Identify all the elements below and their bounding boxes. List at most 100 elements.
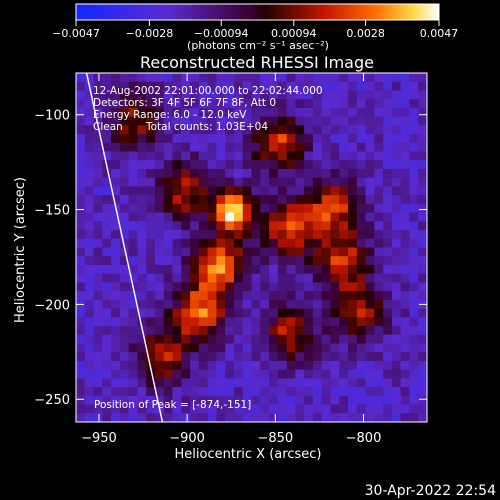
heatmap-cell xyxy=(286,186,296,196)
heatmap-cell xyxy=(172,116,182,126)
heatmap-cell xyxy=(146,326,156,336)
heatmap-cell xyxy=(198,317,209,327)
heatmap-cell xyxy=(119,203,130,214)
heatmap-cell xyxy=(242,282,253,292)
heatmap-cell xyxy=(356,116,367,126)
heatmap-cell xyxy=(339,256,349,266)
heatmap-cell xyxy=(321,291,332,301)
heatmap-cell xyxy=(391,413,402,422)
heatmap-cell xyxy=(93,273,103,283)
heatmap-cell xyxy=(216,387,226,397)
heatmap-cell xyxy=(321,317,332,327)
heatmap-cell xyxy=(374,404,384,414)
heatmap-cell xyxy=(330,369,340,379)
heatmap-cell xyxy=(348,238,358,249)
heatmap-cell xyxy=(154,212,165,222)
heatmap-cell xyxy=(260,264,270,275)
heatmap-cell xyxy=(286,73,296,83)
heatmap-cell xyxy=(137,186,147,196)
heatmap-cell xyxy=(181,308,191,318)
heatmap-cell xyxy=(295,238,305,249)
heatmap-cell xyxy=(277,221,288,231)
heatmap-cell xyxy=(295,168,305,179)
heatmap-cell xyxy=(128,404,139,414)
heatmap-cell xyxy=(172,212,182,222)
heatmap-cell xyxy=(111,264,121,275)
heatmap-cell xyxy=(383,90,393,100)
heatmap-cell xyxy=(365,99,375,109)
heatmap-cell xyxy=(409,195,419,205)
heatmap-cell xyxy=(304,317,314,327)
heatmap-cell xyxy=(277,369,288,379)
heatmap-cell xyxy=(260,334,270,345)
heatmap-cell xyxy=(233,195,244,205)
heatmap-cell xyxy=(304,151,314,161)
heatmap-cell xyxy=(233,81,244,92)
heatmap-cell xyxy=(269,212,279,222)
heatmap-cell xyxy=(216,90,226,100)
heatmap-cell xyxy=(383,160,393,170)
heatmap-cell xyxy=(260,221,270,231)
heatmap-cell xyxy=(181,221,191,231)
heatmap-cell xyxy=(304,195,314,205)
heatmap-cell xyxy=(242,177,253,188)
heatmap-cell xyxy=(321,90,332,100)
heatmap-cell xyxy=(146,99,156,109)
heatmap-cell xyxy=(269,343,279,353)
heatmap-cell xyxy=(391,221,402,231)
heatmap-cell xyxy=(154,168,165,179)
heatmap-cell xyxy=(216,116,226,126)
heatmap-cell xyxy=(137,177,147,188)
heatmap-cell xyxy=(391,186,402,196)
heatmap-cell xyxy=(321,186,332,196)
heatmap-cell xyxy=(356,142,367,153)
heatmap-cell xyxy=(295,352,305,362)
heatmap-cell xyxy=(400,230,411,240)
heatmap-cell xyxy=(400,291,411,301)
heatmap-cell xyxy=(242,413,253,422)
heatmap-cell xyxy=(119,134,130,144)
heatmap-cell xyxy=(295,125,305,135)
heatmap-cell xyxy=(111,177,121,188)
heatmap-cell xyxy=(304,404,314,414)
heatmap-cell xyxy=(391,256,402,266)
heatmap-cell xyxy=(137,360,147,371)
heatmap-cell xyxy=(225,299,235,310)
heatmap-cell xyxy=(84,352,95,362)
heatmap-cell xyxy=(374,291,384,301)
heatmap-cell xyxy=(312,134,323,144)
heatmap-cell xyxy=(242,160,253,170)
heatmap-cell xyxy=(128,195,139,205)
heatmap-cell xyxy=(251,352,261,362)
heatmap-cell xyxy=(383,343,393,353)
heatmap-cell xyxy=(225,230,235,240)
heatmap-cell xyxy=(102,334,112,345)
heatmap-cell xyxy=(348,73,358,83)
heatmap-cell xyxy=(207,264,218,275)
heatmap-cell xyxy=(374,203,384,214)
heatmap-cell xyxy=(93,160,103,170)
heatmap-cell xyxy=(137,387,147,397)
heatmap-cell xyxy=(277,352,288,362)
heatmap-cell xyxy=(119,352,130,362)
heatmap-cell xyxy=(418,256,427,266)
heatmap-cell xyxy=(119,291,130,301)
heatmap-cell xyxy=(76,212,86,222)
heatmap-cell xyxy=(146,273,156,283)
heatmap-cell xyxy=(418,125,427,135)
heatmap-cell xyxy=(102,264,112,275)
heatmap-cell xyxy=(233,212,244,222)
heatmap-cell xyxy=(312,299,323,310)
heatmap-cell xyxy=(137,81,147,92)
heatmap-cell xyxy=(418,282,427,292)
heatmap-cell xyxy=(348,221,358,231)
heatmap-cell xyxy=(242,369,253,379)
heatmap-cell xyxy=(321,308,332,318)
heatmap-cell xyxy=(128,352,139,362)
heatmap-cell xyxy=(277,334,288,345)
heatmap-cell xyxy=(251,221,261,231)
heatmap-cell xyxy=(146,221,156,231)
heatmap-cell xyxy=(111,326,121,336)
heatmap-cell xyxy=(198,334,209,345)
heatmap-cell xyxy=(163,273,174,283)
